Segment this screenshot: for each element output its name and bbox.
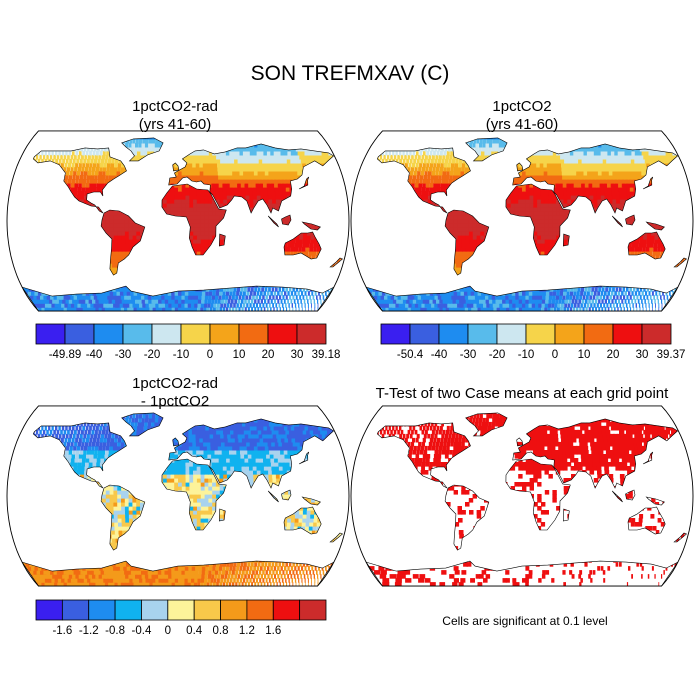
colorbar-swatch <box>641 323 672 345</box>
colorbar-tick-label: -10 <box>518 349 535 361</box>
colorbar-swatch <box>267 323 298 345</box>
land-field <box>22 137 343 312</box>
panel-1-title-line1: 1pctCO2-rad <box>132 98 218 115</box>
colorbar-tick-label: 0 <box>552 349 558 361</box>
colorbar-tick-label: 0.8 <box>213 625 229 637</box>
map-panel-1rad-absolute <box>6 130 350 312</box>
colorbar-tick-label: -50.4 <box>397 349 424 361</box>
colorbar-tick-label: 0 <box>165 625 171 637</box>
colorbar-1pctco2: -50.4 -40 -30 -20 -10 0 10 20 30 39.37 <box>380 323 686 361</box>
colorbar-swatch <box>246 599 274 621</box>
colorbar-swatch <box>193 599 221 621</box>
panel-2-title-line1: 1pctCO2 <box>492 98 552 115</box>
colorbar-swatch <box>64 323 95 345</box>
colorbar-swatch <box>61 599 90 621</box>
colorbar-tick-label: -0.8 <box>105 625 125 637</box>
coastlines <box>365 137 688 312</box>
colorbar-tick-label: 39.18 <box>312 349 341 361</box>
panel-4-title: T-Test of two Case means at each grid po… <box>352 385 692 403</box>
colorbar-tick-label: -30 <box>460 349 477 361</box>
colorbar-swatch <box>209 323 240 345</box>
colorbar-1pctco2-rad: -49.89 -40 -30 -20 -10 0 10 20 30 39.18 <box>35 323 341 361</box>
colorbar-swatch <box>612 323 643 345</box>
colorbar-swatch <box>238 323 269 345</box>
map-panel-1pct-absolute <box>350 130 694 312</box>
significance-note: Cells are significant at 0.1 level <box>442 614 608 628</box>
colorbar-swatch <box>409 323 440 345</box>
colorbar-tick-label: -30 <box>115 349 132 361</box>
colorbar-swatch <box>180 323 211 345</box>
colorbar-swatch <box>296 323 327 345</box>
colorbar-swatch <box>35 599 63 621</box>
land-field <box>366 137 687 312</box>
map-frame <box>350 130 694 312</box>
colorbar-swatch <box>141 599 169 621</box>
colorbar-swatch <box>554 323 585 345</box>
colorbar-tick-label: 1.6 <box>265 625 281 637</box>
land-field <box>366 412 687 587</box>
colorbar-tick-label: -20 <box>144 349 161 361</box>
colorbar-tick-label: -1.6 <box>52 625 72 637</box>
colorbar-tick-label: 1.2 <box>239 625 255 637</box>
colorbar-tick-label: -40 <box>86 349 103 361</box>
panel-3-title-line1: 1pctCO2-rad <box>132 375 218 392</box>
colorbar-tick-label: 10 <box>233 349 246 361</box>
colorbar-tick-label: 20 <box>607 349 620 361</box>
panel-4-title-line1: T-Test of two Case means at each grid po… <box>375 385 669 402</box>
colorbar-swatch <box>380 323 411 345</box>
colorbar-tick-label: -40 <box>431 349 448 361</box>
map-frame <box>350 405 694 587</box>
colorbar-swatch <box>438 323 469 345</box>
colorbar-swatch <box>88 599 116 621</box>
colorbar-swatch <box>35 323 66 345</box>
colorbar-swatch <box>122 323 153 345</box>
colorbar-swatch <box>467 323 498 345</box>
colorbar-tick-label: 0.4 <box>186 625 203 637</box>
panel-2-title-line2: (yrs 41-60) <box>485 116 559 133</box>
colorbar-tick-label: 0 <box>207 349 213 361</box>
colorbar-swatch <box>114 599 142 621</box>
figure-title: SON TREFMXAV (C) <box>250 62 450 85</box>
colorbar-swatch <box>151 323 182 345</box>
land-field <box>22 412 343 587</box>
coastlines <box>21 137 344 312</box>
colorbar-tick-label: -10 <box>173 349 190 361</box>
colorbar-tick-label: 39.37 <box>657 349 686 361</box>
panel-1-title-line2: (yrs 41-60) <box>138 116 212 133</box>
colorbar-swatch <box>167 599 195 621</box>
colorbar-swatch <box>220 599 248 621</box>
colorbar-tick-label: -49.89 <box>49 349 82 361</box>
colorbar-swatch <box>93 323 124 345</box>
colorbar-swatch <box>583 323 614 345</box>
map-panel-difference <box>6 405 350 587</box>
colorbar-swatch <box>299 599 327 621</box>
colorbar-tick-label: 20 <box>262 349 275 361</box>
colorbar-tick-label: -0.4 <box>132 625 152 637</box>
colorbar-swatch <box>496 323 527 345</box>
map-frame <box>6 405 350 587</box>
colorbar-tick-label: -20 <box>489 349 506 361</box>
colorbar-tick-label: 30 <box>291 349 304 361</box>
colorbar-tick-label: 10 <box>578 349 591 361</box>
map-frame <box>6 130 350 312</box>
colorbar-swatch <box>272 599 301 621</box>
coastlines <box>365 412 688 587</box>
panel-1-title: 1pctCO2-rad (yrs 41-60) <box>75 98 275 134</box>
colorbar-tick-label: -1.2 <box>79 625 99 637</box>
coastlines <box>21 412 344 587</box>
colorbar-swatch <box>525 323 556 345</box>
colorbar-tick-label: 30 <box>636 349 649 361</box>
panel-2-title: 1pctCO2 (yrs 41-60) <box>422 98 622 134</box>
colorbar-difference: -1.6 -1.2 -0.8 -0.4 0 0.4 0.8 1.2 1.6 <box>35 599 327 637</box>
map-panel-ttest <box>350 405 694 587</box>
